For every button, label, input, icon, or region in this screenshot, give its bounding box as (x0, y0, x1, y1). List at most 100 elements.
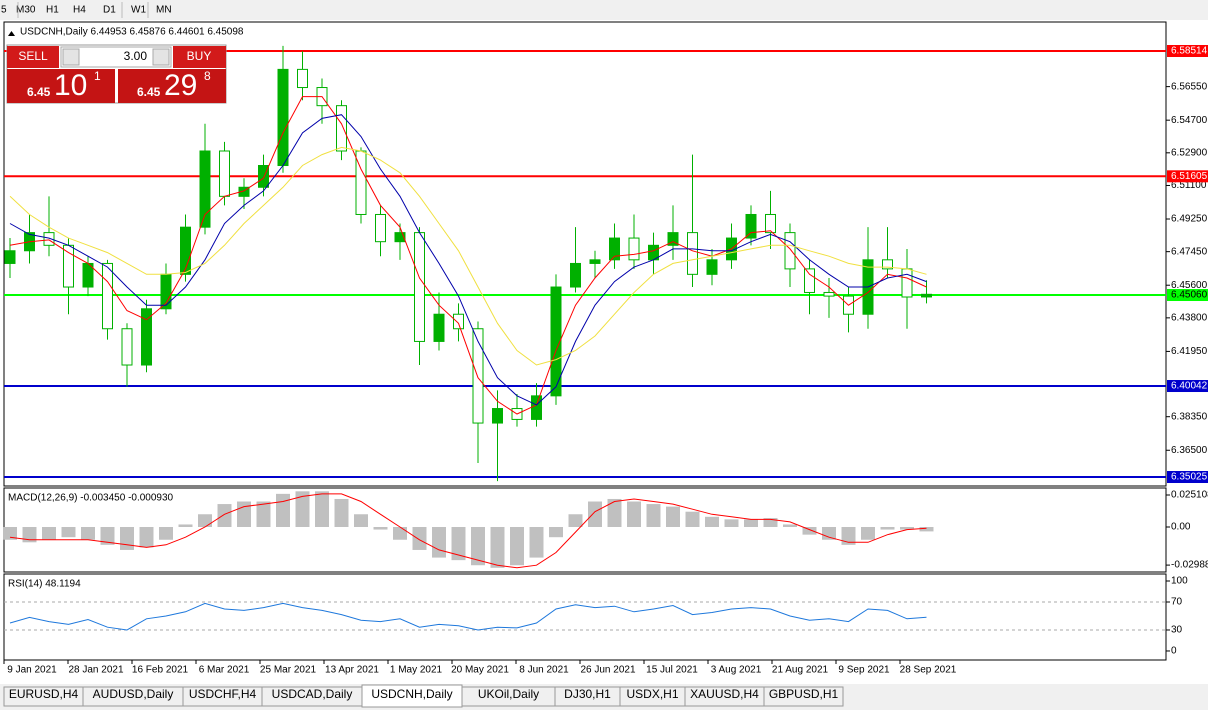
timeframe-button[interactable]: D1 (103, 5, 116, 16)
macd-bar (295, 491, 310, 528)
level-label-bg (1167, 471, 1208, 484)
x-tick-label: 26 Jun 2021 (580, 665, 635, 676)
timeframe-button[interactable]: M30 (16, 5, 36, 16)
x-tick-label: 25 Mar 2021 (260, 665, 317, 676)
macd-bar (178, 524, 193, 528)
x-tick-label: 16 Feb 2021 (132, 665, 189, 676)
y-tick-label: 6.36500 (1171, 445, 1208, 456)
lot-input[interactable] (60, 46, 172, 68)
macd-bar (451, 527, 466, 561)
macd-bar (100, 527, 115, 545)
level-label-bg (1167, 45, 1208, 57)
lot-up[interactable] (152, 48, 170, 66)
sell-price-big: 6.45 (27, 85, 51, 99)
y-tick-label: 6.56550 (1171, 81, 1208, 92)
macd-bar (510, 527, 524, 566)
macd-bar (763, 518, 778, 528)
macd-bar (802, 527, 817, 535)
macd-bar (3, 527, 17, 540)
sell-label: SELL (18, 49, 48, 63)
x-tick-label: 13 Apr 2021 (325, 665, 379, 676)
sell-price-frac: 1 (94, 69, 101, 83)
buy-price-frac: 8 (204, 69, 211, 83)
y-tick-label: 6.51100 (1171, 180, 1207, 191)
x-tick-label: 28 Sep 2021 (900, 665, 957, 676)
candle-body (297, 68, 308, 89)
candle-body (804, 268, 815, 293)
x-tick-label: 9 Sep 2021 (838, 665, 890, 676)
buy-label: BUY (187, 49, 212, 63)
y-tick-label: 6.45600 (1171, 280, 1208, 291)
macd-bar (627, 501, 641, 528)
y-tick-label: 6.49250 (1171, 214, 1208, 225)
timeframe-button[interactable]: H1 (46, 5, 59, 16)
candle-body (180, 226, 191, 275)
candle-body (414, 232, 425, 342)
candle-body (901, 268, 913, 298)
lot-down[interactable] (62, 48, 80, 66)
macd-bar (81, 527, 95, 540)
moving-average (9, 114, 927, 406)
candle-body (531, 395, 542, 420)
y-tick-label: 0 (1171, 646, 1177, 657)
macd-bar (588, 501, 602, 528)
tab-label: AUDUSD,Daily (93, 687, 174, 701)
x-tick-label: 15 Jul 2021 (646, 665, 698, 676)
macd-bar (490, 527, 505, 568)
buy-button[interactable] (173, 46, 226, 68)
x-tick-label: 8 Jun 2021 (519, 665, 569, 676)
candle-body (784, 232, 796, 270)
level-label: 6.40042 (1171, 381, 1208, 392)
candle-body (472, 328, 484, 424)
macd-bar (471, 527, 485, 566)
macd-bar (22, 527, 37, 543)
tab-label: USDCAD,Daily (272, 687, 353, 701)
level-label: 6.35025 (1171, 472, 1208, 483)
macd-bar (61, 527, 76, 538)
candle-body (258, 165, 269, 188)
macd-bar (354, 514, 368, 528)
level-label-bg (1167, 170, 1208, 183)
y-tick-label: 30 (1171, 625, 1183, 636)
y-tick-label: 70 (1171, 597, 1183, 608)
macd-bar (724, 519, 739, 528)
macd-bar (549, 527, 563, 538)
sell-price-box[interactable] (7, 69, 115, 103)
timeframe-button[interactable]: MN (156, 5, 172, 16)
sell-button[interactable] (7, 46, 59, 68)
moving-average (9, 146, 927, 366)
tab-label: USDCNH,Daily (371, 687, 452, 701)
candle-body (336, 105, 347, 152)
timeframe-button[interactable]: 5 (1, 5, 7, 16)
rsi-line (9, 602, 927, 631)
candle-body (453, 313, 464, 330)
x-tick-label: 28 Jan 2021 (68, 665, 123, 676)
timeframe-button[interactable]: W1 (131, 5, 146, 16)
y-tick-label: 100 (1171, 576, 1188, 587)
signal-line (9, 493, 927, 569)
x-tick-label: 3 Aug 2021 (711, 665, 762, 676)
candle-body (394, 232, 406, 243)
candle-body (667, 232, 679, 246)
macd-bar (256, 501, 271, 528)
candle-body (609, 237, 620, 261)
level-label: 6.45060 (1171, 290, 1208, 301)
candle-body (570, 262, 581, 288)
macd-bar (42, 527, 56, 540)
candle-body (43, 232, 55, 246)
y-tick-label: 6.47450 (1171, 246, 1208, 257)
y-tick-label: 6.38350 (1171, 411, 1208, 422)
trade-panel: SELL 3.00 BUY 6.45 10 1 6.45 29 8 (6, 44, 227, 104)
main-panel (3, 21, 1167, 487)
level-label-bg (1167, 380, 1208, 393)
chart-tab[interactable] (763, 686, 844, 707)
timeframe-button[interactable]: H4 (73, 5, 86, 16)
tab-label: USDCHF,H4 (189, 687, 257, 701)
macd-bar (607, 498, 622, 528)
buy-price-box[interactable] (118, 69, 226, 103)
macd-bar (120, 527, 134, 550)
moving-average (9, 96, 927, 415)
macd-bar (666, 506, 680, 528)
